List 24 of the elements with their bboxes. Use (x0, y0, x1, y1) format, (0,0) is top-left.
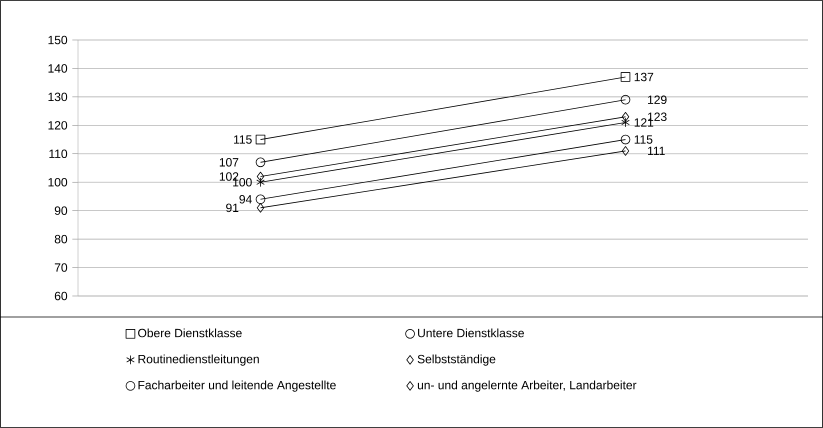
legend-label: Selbstständige (418, 354, 496, 366)
legend-label: un- und angelernte Arbeiter, Landarbeiter (418, 380, 636, 392)
y-tick-label: 140 (48, 64, 68, 73)
legend-label: Routinedienstleitungen (138, 354, 259, 366)
legend-label: Obere Dienstklasse (138, 328, 242, 338)
legend-label: Facharbeiter und leitende Angestellte (138, 380, 336, 392)
data-label: 137 (634, 72, 654, 82)
data-label: 107 (220, 158, 238, 167)
y-tick-label: 100 (48, 178, 68, 186)
y-tick-label: 60 (54, 292, 68, 300)
y-tick-label: 90 (54, 206, 68, 215)
y-tick-label: 70 (54, 263, 68, 272)
data-label: 94 (239, 195, 252, 204)
y-tick-label: 130 (48, 92, 68, 102)
data-label: 115 (634, 135, 652, 144)
y-tick-label: 80 (54, 234, 68, 244)
y-tick-label: 110 (49, 150, 68, 158)
legend-label: Untere Dienstklasse (418, 328, 524, 338)
data-label: 115 (234, 135, 252, 144)
y-tick-label: 150 (48, 36, 68, 44)
y-tick-label: 120 (48, 121, 68, 130)
data-label: 91 (226, 204, 238, 212)
data-label: 129 (648, 95, 667, 104)
data-label: 111 (648, 146, 665, 156)
